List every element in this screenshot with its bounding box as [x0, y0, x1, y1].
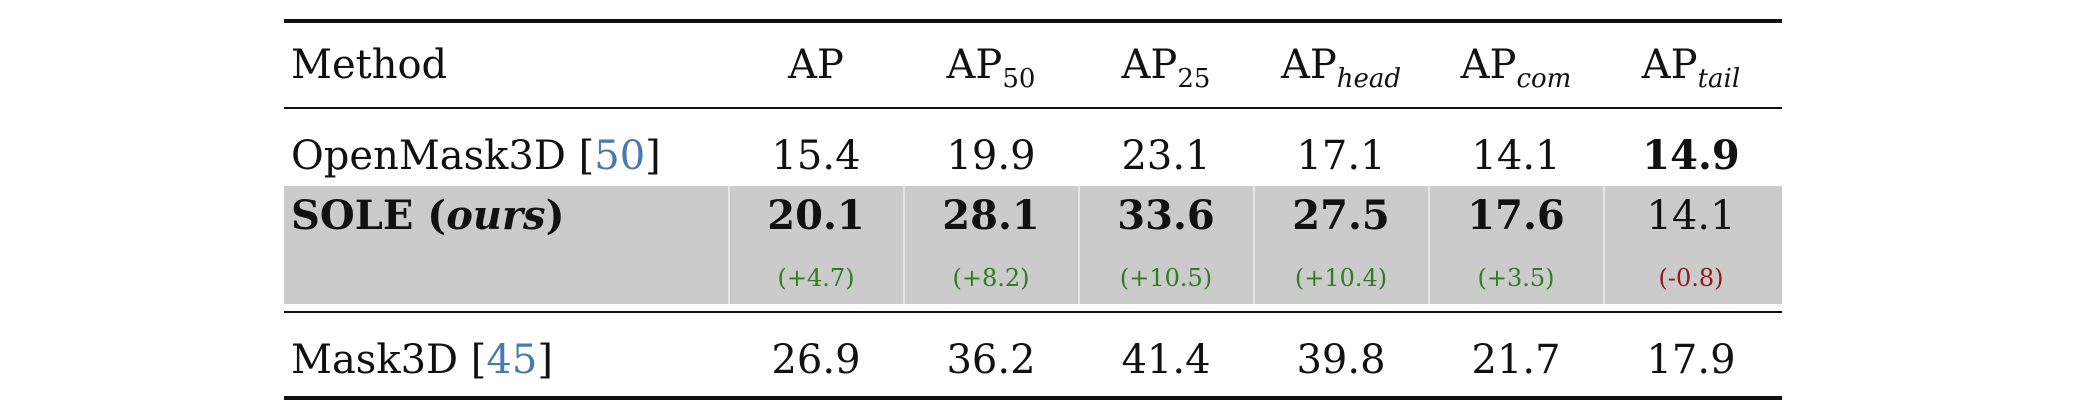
header-ap-tail: APtail: [1641, 42, 1741, 94]
row-mask3d-method: Mask3D [45]: [291, 337, 553, 383]
delta-value: (-0.8): [1658, 264, 1724, 292]
table-cell: 17.1: [1296, 133, 1386, 179]
column-separator: [903, 186, 905, 304]
table-cell-best: 20.1: [767, 192, 865, 239]
table-cell: 14.1: [1471, 133, 1561, 179]
delta-value: (+10.5): [1119, 264, 1213, 292]
table-cell: 26.9: [771, 337, 861, 383]
table-header-rule: [284, 107, 1782, 109]
table-group-rule: [284, 311, 1782, 313]
table-cell: 14.1: [1646, 193, 1736, 239]
table-cell: 19.9: [946, 133, 1036, 179]
column-separator: [728, 186, 730, 304]
table-cell: 36.2: [946, 337, 1036, 383]
delta-value: (+10.4): [1294, 264, 1388, 292]
header-method: Method: [291, 42, 448, 88]
header-ap50: AP50: [946, 42, 1036, 94]
table-cell: 21.7: [1471, 337, 1561, 383]
row-sole-method: SOLE (ours): [291, 192, 565, 239]
header-ap25: AP25: [1121, 42, 1211, 94]
table-cell: 39.8: [1296, 337, 1386, 383]
sole-row-highlight: [284, 186, 1782, 304]
column-separator: [1078, 186, 1080, 304]
table-cell-best: 28.1: [942, 192, 1040, 239]
delta-value: (+4.7): [777, 264, 855, 292]
table-cell-best: 33.6: [1117, 192, 1215, 239]
table-cell: 15.4: [771, 133, 861, 179]
header-ap-head: APhead: [1280, 42, 1402, 94]
citation-link[interactable]: 45: [486, 337, 538, 383]
delta-value: (+8.2): [952, 264, 1030, 292]
table-cell-best: 17.6: [1467, 192, 1565, 239]
delta-value: (+3.5): [1477, 264, 1555, 292]
table-cell: 41.4: [1121, 337, 1211, 383]
table-cell: 23.1: [1121, 133, 1211, 179]
citation-link[interactable]: 50: [594, 133, 646, 179]
table-bottom-rule: [284, 396, 1782, 400]
header-ap: AP: [788, 42, 844, 88]
table-cell: 17.9: [1646, 337, 1736, 383]
table-cell-best: 14.9: [1642, 132, 1740, 179]
column-separator: [1428, 186, 1430, 304]
column-separator: [1603, 186, 1605, 304]
row-openmask3d-method: OpenMask3D [50]: [291, 133, 661, 179]
table-top-rule: [284, 19, 1782, 23]
table-cell-best: 27.5: [1292, 192, 1390, 239]
header-ap-com: APcom: [1460, 42, 1572, 94]
column-separator: [1253, 186, 1255, 304]
